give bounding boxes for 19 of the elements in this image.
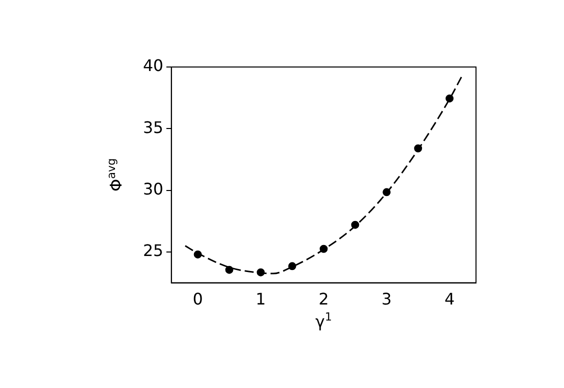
point [320,244,328,253]
point [256,268,265,276]
point [194,250,202,258]
point [288,262,296,270]
x-tick-label: 2 [318,290,329,309]
point [446,94,454,102]
point [225,266,234,274]
y-tick-label: 30 [143,179,164,198]
x-tick-label: 3 [382,290,392,309]
y-axis-title: Φavg [104,158,126,192]
x-tick-label: 4 [444,290,455,309]
point [414,144,422,152]
y-tick-label: 25 [143,241,164,260]
y-tick-label: 40 [143,56,164,76]
y-tick-label: 35 [143,118,164,137]
point [351,220,360,229]
x-tick-label: 1 [256,290,266,309]
point [382,188,391,196]
x-tick-label: 0 [192,290,203,309]
